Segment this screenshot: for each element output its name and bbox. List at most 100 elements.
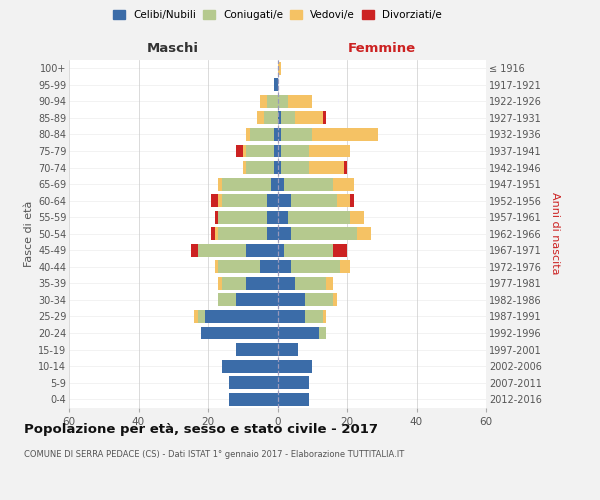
Bar [277, 360, 312, 372]
Bar [205, 310, 277, 323]
Bar [284, 244, 333, 257]
Bar [277, 128, 281, 141]
Text: COMUNE DI SERRA PEDACE (CS) - Dati ISTAT 1° gennaio 2017 - Elaborazione TUTTITAL: COMUNE DI SERRA PEDACE (CS) - Dati ISTAT… [24, 450, 404, 459]
Bar [236, 144, 243, 158]
Bar [277, 393, 309, 406]
Bar [218, 178, 222, 190]
Bar [277, 277, 295, 290]
Bar [236, 343, 277, 356]
Bar [277, 62, 281, 74]
Bar [277, 95, 288, 108]
Bar [305, 310, 323, 323]
Bar [326, 277, 333, 290]
Bar [218, 260, 260, 274]
Bar [201, 326, 277, 340]
Bar [281, 161, 309, 174]
Bar [277, 310, 305, 323]
Bar [211, 194, 218, 207]
Y-axis label: Fasce di età: Fasce di età [23, 200, 34, 267]
Bar [277, 260, 292, 274]
Bar [218, 294, 236, 306]
Bar [267, 194, 277, 207]
Bar [312, 128, 378, 141]
Bar [277, 210, 288, 224]
Bar [246, 144, 274, 158]
Bar [267, 210, 277, 224]
Bar [277, 294, 305, 306]
Bar [337, 194, 350, 207]
Bar [295, 277, 326, 290]
Bar [267, 228, 277, 240]
Bar [309, 161, 344, 174]
Bar [243, 144, 246, 158]
Bar [260, 95, 267, 108]
Bar [194, 310, 197, 323]
Bar [243, 161, 246, 174]
Bar [211, 228, 215, 240]
Bar [277, 194, 292, 207]
Bar [295, 112, 323, 124]
Bar [222, 194, 267, 207]
Text: Maschi: Maschi [147, 42, 199, 55]
Bar [292, 194, 337, 207]
Bar [323, 310, 326, 323]
Bar [215, 228, 218, 240]
Bar [277, 343, 298, 356]
Bar [215, 210, 218, 224]
Bar [277, 144, 281, 158]
Bar [358, 228, 371, 240]
Bar [333, 294, 337, 306]
Bar [271, 178, 277, 190]
Bar [350, 210, 364, 224]
Bar [246, 277, 277, 290]
Bar [284, 178, 333, 190]
Bar [292, 228, 358, 240]
Bar [274, 128, 277, 141]
Bar [218, 277, 222, 290]
Bar [281, 112, 295, 124]
Bar [309, 144, 350, 158]
Bar [277, 244, 284, 257]
Bar [319, 326, 326, 340]
Bar [323, 112, 326, 124]
Bar [281, 128, 312, 141]
Y-axis label: Anni di nascita: Anni di nascita [550, 192, 560, 275]
Bar [218, 194, 222, 207]
Bar [246, 128, 250, 141]
Bar [246, 161, 274, 174]
Bar [218, 210, 267, 224]
Bar [197, 244, 246, 257]
Bar [229, 376, 277, 389]
Bar [191, 244, 197, 257]
Bar [333, 244, 347, 257]
Bar [292, 260, 340, 274]
Bar [222, 178, 271, 190]
Bar [236, 294, 277, 306]
Bar [197, 310, 205, 323]
Bar [281, 144, 309, 158]
Bar [267, 95, 277, 108]
Bar [246, 244, 277, 257]
Bar [277, 112, 281, 124]
Bar [250, 128, 274, 141]
Bar [222, 360, 277, 372]
Bar [229, 393, 277, 406]
Bar [218, 228, 267, 240]
Bar [277, 376, 309, 389]
Bar [277, 161, 281, 174]
Bar [222, 277, 246, 290]
Bar [333, 178, 354, 190]
Bar [263, 112, 277, 124]
Bar [277, 326, 319, 340]
Bar [274, 144, 277, 158]
Legend: Celibi/Nubili, Coniugati/e, Vedovi/e, Divorziati/e: Celibi/Nubili, Coniugati/e, Vedovi/e, Di… [113, 10, 442, 20]
Bar [260, 260, 277, 274]
Bar [344, 161, 347, 174]
Bar [340, 260, 350, 274]
Bar [277, 228, 292, 240]
Text: Popolazione per età, sesso e stato civile - 2017: Popolazione per età, sesso e stato civil… [24, 422, 378, 436]
Bar [288, 95, 312, 108]
Bar [288, 210, 350, 224]
Bar [277, 178, 284, 190]
Text: Femmine: Femmine [347, 42, 416, 55]
